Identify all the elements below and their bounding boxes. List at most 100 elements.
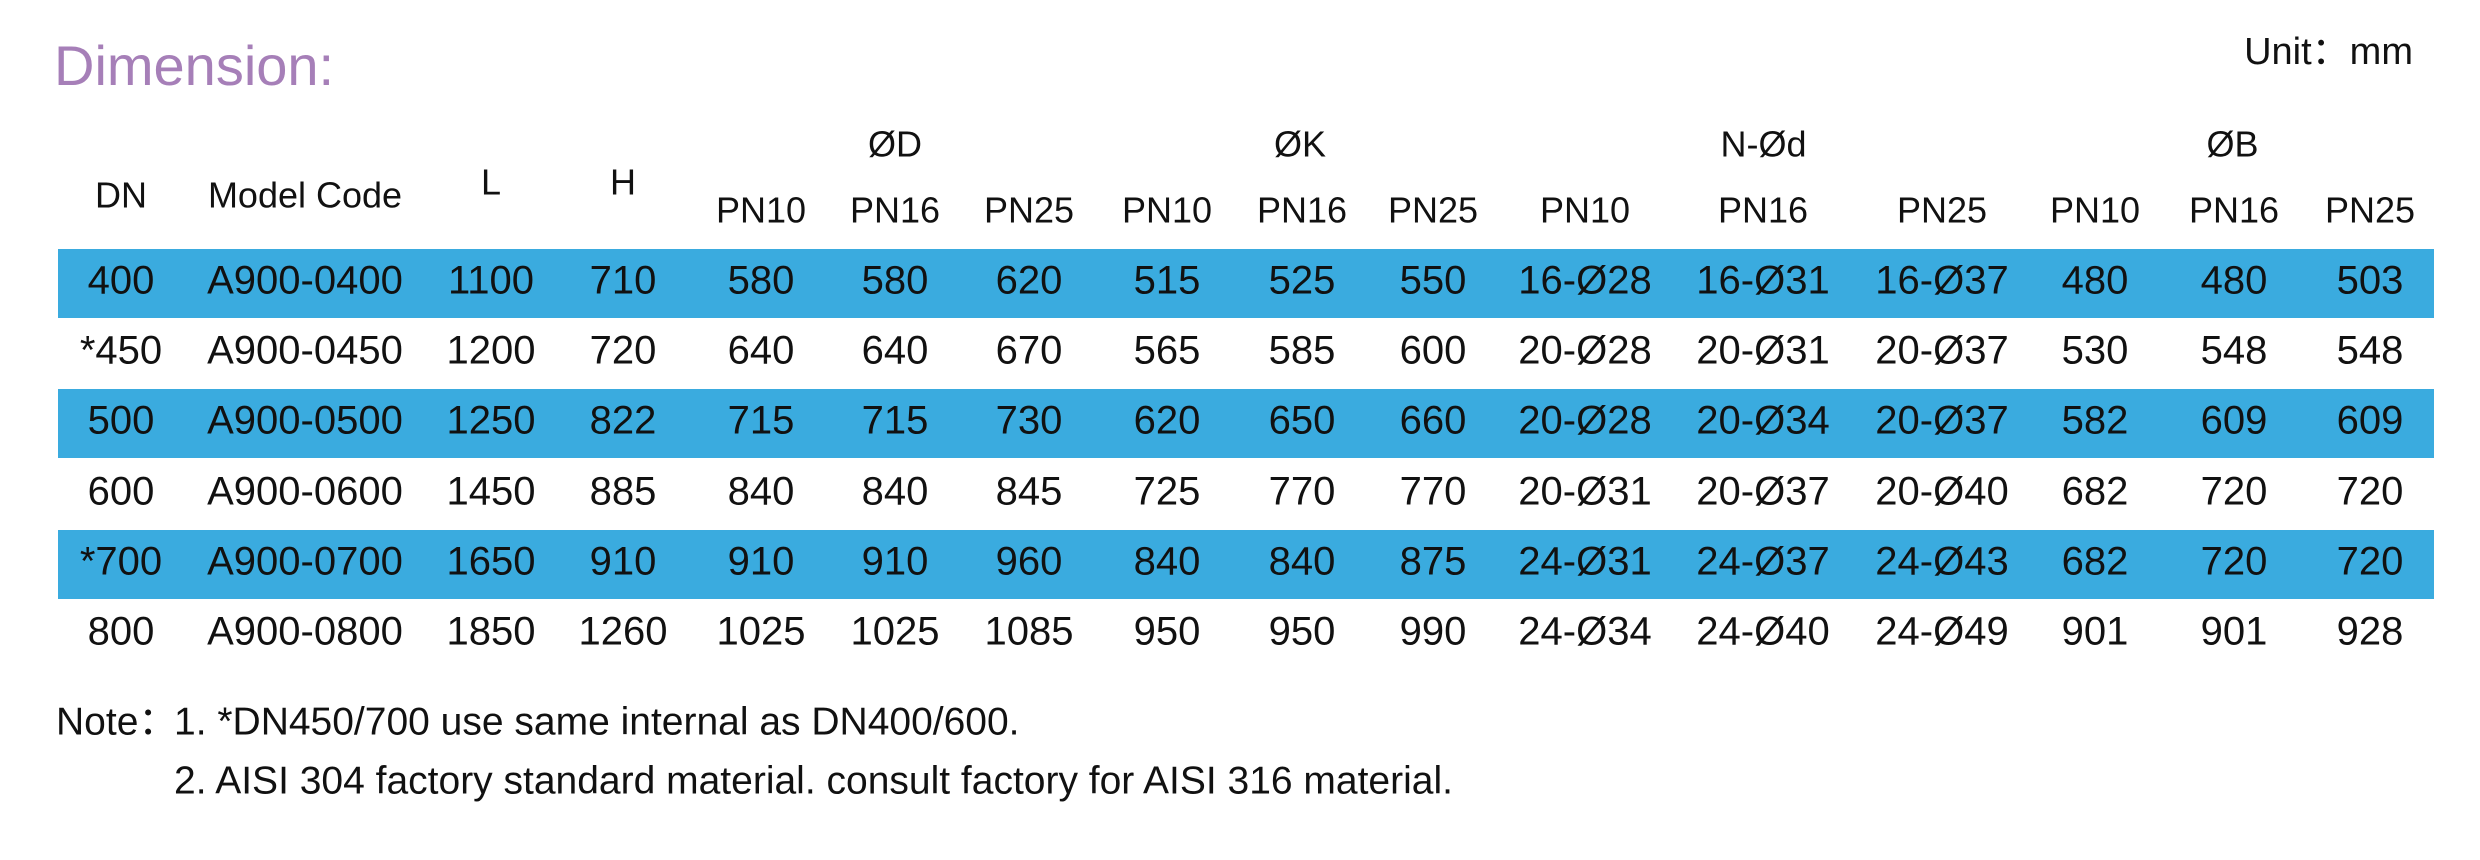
cell: 640 (728, 329, 795, 373)
cell: *450 (80, 329, 162, 373)
cell: 565 (1134, 329, 1201, 373)
cell: 503 (2337, 259, 2404, 303)
cell: 730 (996, 399, 1063, 443)
cell: 990 (1400, 610, 1467, 654)
cell: 609 (2337, 399, 2404, 443)
cell: 609 (2201, 399, 2268, 443)
cell: 16-Ø28 (1518, 259, 1651, 303)
cell: 715 (728, 399, 795, 443)
cell: 840 (1134, 540, 1201, 584)
cell: 875 (1400, 540, 1467, 584)
cell: 960 (996, 540, 1063, 584)
cell: 720 (2337, 540, 2404, 584)
cell: 901 (2201, 610, 2268, 654)
cell: 720 (2337, 470, 2404, 514)
cell: 1100 (448, 259, 534, 303)
group-header: ØK (1274, 124, 1326, 165)
cell: 20-Ø37 (1875, 329, 2008, 373)
cell: 20-Ø28 (1518, 329, 1651, 373)
cell: 885 (590, 470, 657, 514)
cell: 20-Ø34 (1696, 399, 1829, 443)
row-band (58, 530, 2434, 599)
cell: 620 (996, 259, 1063, 303)
row-band (58, 389, 2434, 458)
cell: 682 (2062, 540, 2129, 584)
sub-header: PN25 (2325, 190, 2415, 231)
cell: 548 (2337, 329, 2404, 373)
sub-header: PN10 (1540, 190, 1630, 231)
note-item: 2. AISI 304 factory standard material. c… (174, 759, 1453, 802)
unit: Unit：mm (2244, 31, 2413, 73)
sub-header: PN25 (1897, 190, 1987, 231)
cell: 582 (2062, 399, 2129, 443)
column-header: Model Code (208, 175, 402, 216)
cell: 20-Ø31 (1696, 329, 1829, 373)
cell: 500 (88, 399, 155, 443)
dimension-table: DN Model Code L H ØD PN10 PN16 PN25 ØK PN10 PN16 PN… (58, 124, 2434, 654)
cell: 580 (728, 259, 795, 303)
cell: 840 (728, 470, 795, 514)
cell: 910 (728, 540, 795, 584)
cell: 480 (2062, 259, 2129, 303)
column-header: DN (95, 175, 147, 216)
cell: 720 (590, 329, 657, 373)
group-header: ØB (2206, 124, 2258, 165)
cell: 710 (590, 259, 657, 303)
row-band (58, 249, 2434, 318)
cell: 660 (1400, 399, 1467, 443)
cell: 1025 (717, 610, 806, 654)
cell: A900-0700 (207, 540, 403, 584)
group-header: N-Ød (1720, 124, 1806, 165)
note-item: 1. *DN450/700 use same internal as DN400… (174, 700, 1020, 743)
cell: 16-Ø37 (1875, 259, 2008, 303)
cell: 1025 (851, 610, 940, 654)
column-header: L (481, 162, 501, 203)
sub-header: PN10 (1122, 190, 1212, 231)
cell: 24-Ø49 (1875, 610, 2008, 654)
cell: 720 (2201, 470, 2268, 514)
cell: 822 (590, 399, 657, 443)
cell: 1450 (447, 470, 536, 514)
cell: 770 (1400, 470, 1467, 514)
sub-header: PN16 (1257, 190, 1347, 231)
cell: A900-0800 (207, 610, 403, 654)
cell: 620 (1134, 399, 1201, 443)
cell: 20-Ø31 (1518, 470, 1651, 514)
note-label: Note： (56, 700, 177, 743)
cell: 840 (1269, 540, 1336, 584)
cell: 1085 (985, 610, 1074, 654)
cell: 480 (2201, 259, 2268, 303)
cell: 525 (1269, 259, 1336, 303)
column-header: H (610, 162, 636, 203)
cell: 24-Ø31 (1518, 540, 1651, 584)
cell: 910 (862, 540, 929, 584)
cell: 650 (1269, 399, 1336, 443)
cell: 1650 (447, 540, 536, 584)
cell: 901 (2062, 610, 2129, 654)
cell: 20-Ø37 (1696, 470, 1829, 514)
cell: 1200 (447, 329, 536, 373)
cell: 24-Ø43 (1875, 540, 2008, 584)
cell: 800 (88, 610, 155, 654)
cell: 770 (1269, 470, 1336, 514)
cell: 20-Ø40 (1875, 470, 2008, 514)
cell: 640 (862, 329, 929, 373)
cell: A900-0600 (207, 470, 403, 514)
cell: 600 (1400, 329, 1467, 373)
cell: 950 (1269, 610, 1336, 654)
cell: 720 (2201, 540, 2268, 584)
cell: 548 (2201, 329, 2268, 373)
cell: 725 (1134, 470, 1201, 514)
cell: 585 (1269, 329, 1336, 373)
sub-header: PN25 (1388, 190, 1478, 231)
group-header: ØD (868, 124, 922, 165)
cell: A900-0400 (207, 259, 403, 303)
cell: 1260 (579, 610, 668, 654)
cell: 400 (88, 259, 155, 303)
cell: 910 (590, 540, 657, 584)
cell: 715 (862, 399, 929, 443)
sub-header: PN25 (984, 190, 1074, 231)
cell: 24-Ø34 (1518, 610, 1651, 654)
cell: 950 (1134, 610, 1201, 654)
